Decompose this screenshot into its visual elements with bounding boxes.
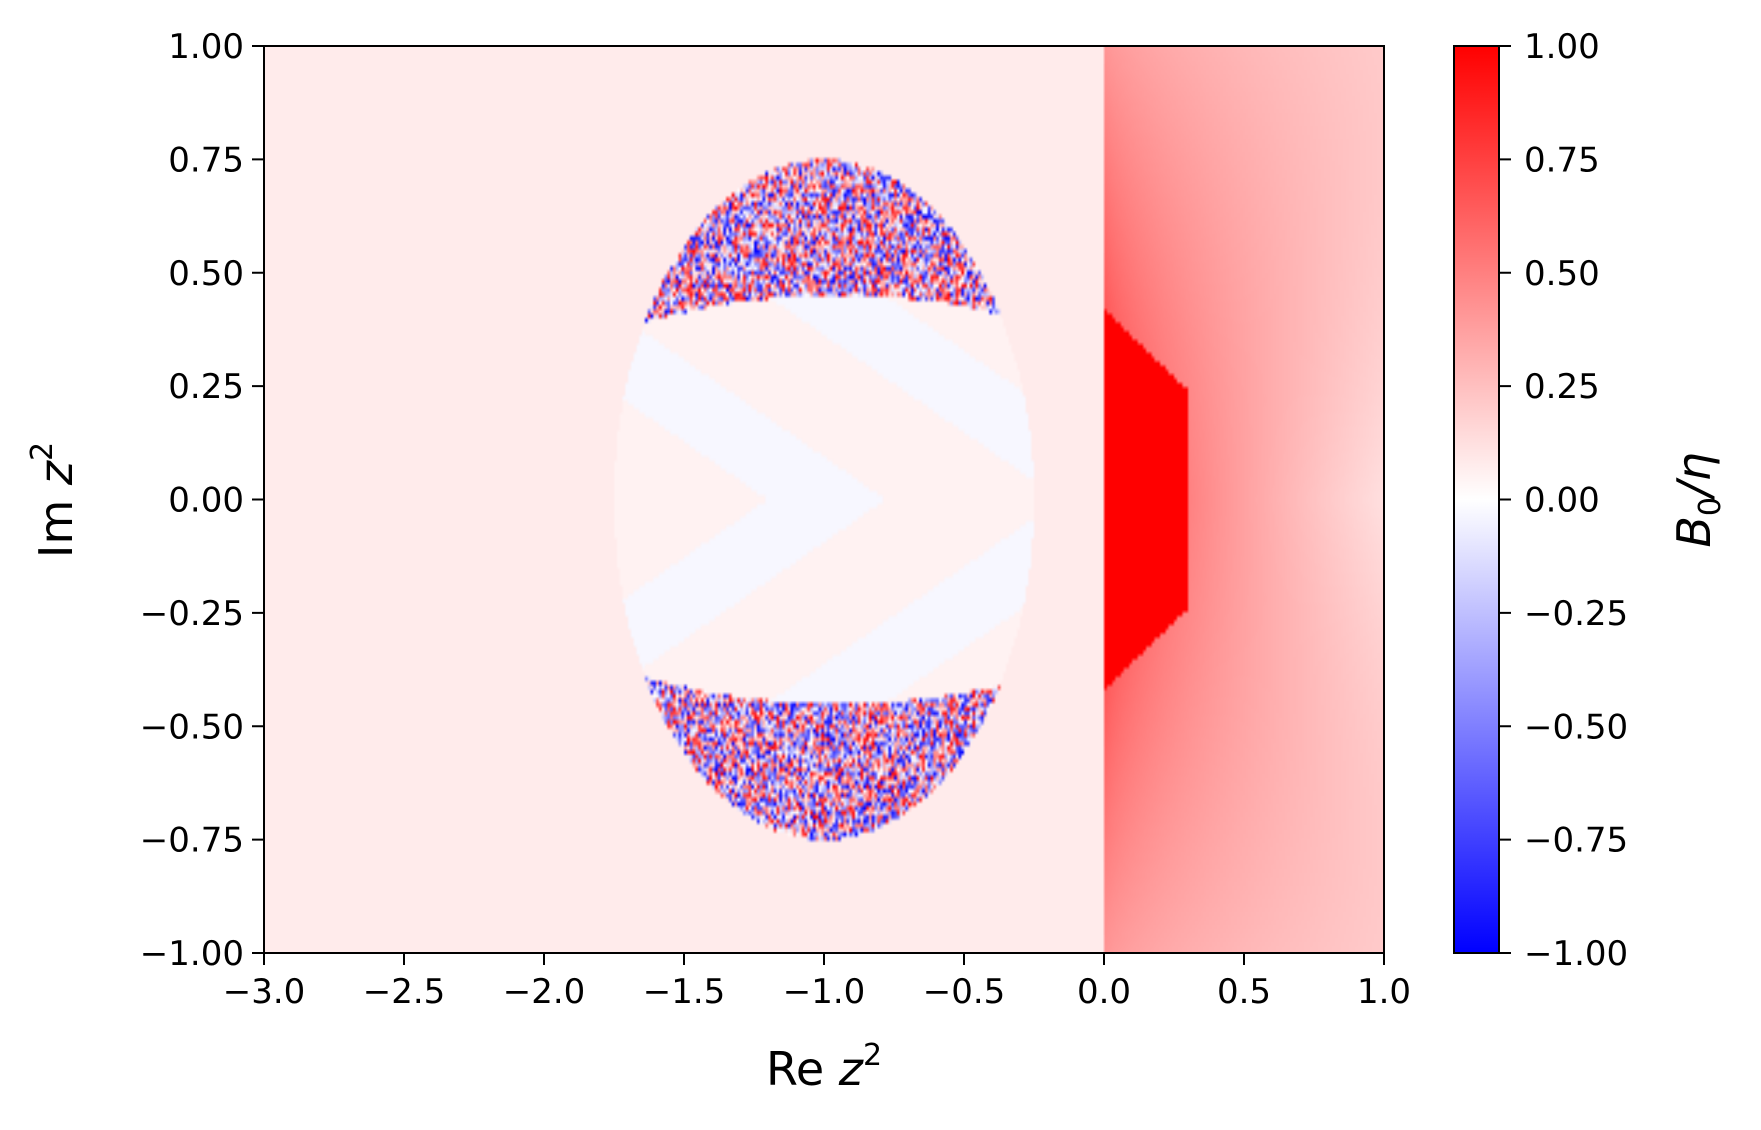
x-tick-label: 1.0 [1357, 972, 1411, 1012]
y-tick-label: 0.00 [168, 481, 244, 521]
colorbar-tick-label: 1.00 [1524, 27, 1600, 67]
colorbar-label: B0/η [1667, 452, 1728, 547]
x-tick-label: −3.0 [223, 972, 306, 1012]
colorbar-axis: 1.00 0.75 0.50 0.25 0.00 −0.25 −0.50 −0.75 −1.00 [1499, 27, 1628, 974]
y-axis-label: Im z2 [25, 442, 83, 558]
x-axis: −3.0 −2.5 −2.0 −1.5 −1.0 −0.5 0.0 0.5 1.0 [223, 953, 1411, 1012]
colorbar-tick-label: −0.75 [1524, 821, 1628, 861]
x-tick-label: −2.5 [363, 972, 446, 1012]
heatmap [264, 46, 1384, 953]
x-tick-label: −1.0 [783, 972, 866, 1012]
x-tick-label: −1.5 [643, 972, 726, 1012]
y-tick-label: 1.00 [168, 27, 244, 67]
x-tick-label: 0.0 [1077, 972, 1131, 1012]
colorbar-tick-label: 0.50 [1524, 254, 1600, 294]
colorbar-tick-label: 0.75 [1524, 140, 1600, 180]
x-axis-label: Re z2 [766, 1038, 882, 1096]
colorbar-tick-label: −0.25 [1524, 594, 1628, 634]
y-tick-label: 0.25 [168, 367, 244, 407]
y-tick-label: 0.75 [168, 140, 244, 180]
colorbar-tick-label: 0.25 [1524, 367, 1600, 407]
y-tick-label: 0.50 [168, 254, 244, 294]
y-tick-label: −0.25 [140, 594, 244, 634]
colorbar: 1.00 0.75 0.50 0.25 0.00 −0.25 −0.50 −0.75 −1.00… [1453, 27, 1728, 974]
y-tick-label: −1.00 [140, 934, 244, 974]
x-tick-label: 0.5 [1217, 972, 1271, 1012]
colorbar-gradient [1453, 45, 1500, 954]
colorbar-tick-label: 0.00 [1524, 481, 1600, 521]
y-axis: 1.00 0.75 0.50 0.25 0.00 −0.25 −0.50 −0.75 −1.00 [140, 27, 264, 974]
colorbar-tick-label: −1.00 [1524, 934, 1628, 974]
heatmap-image [264, 46, 1384, 953]
y-tick-label: −0.50 [140, 707, 244, 747]
colorbar-tick-label: −0.50 [1524, 707, 1628, 747]
x-tick-label: −0.5 [923, 972, 1006, 1012]
x-tick-label: −2.0 [503, 972, 586, 1012]
y-tick-label: −0.75 [140, 821, 244, 861]
